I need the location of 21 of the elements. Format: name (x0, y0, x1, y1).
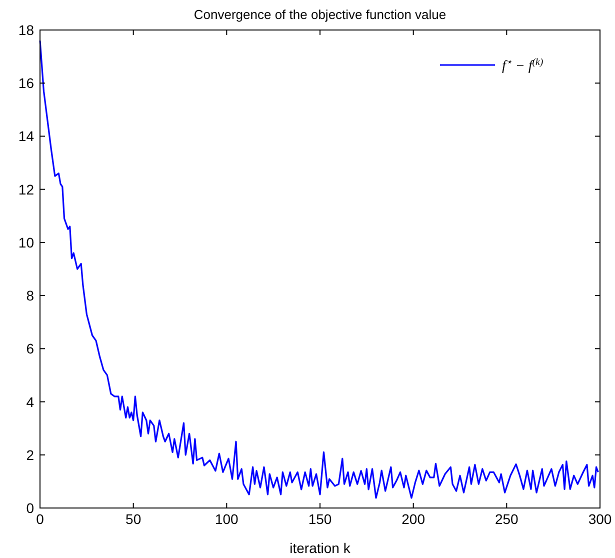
y-tick-label: 16 (18, 75, 34, 92)
y-tick-label: 12 (18, 181, 34, 198)
y-tick-label: 6 (26, 340, 34, 357)
y-tick-label: 8 (26, 288, 34, 304)
x-axis-title: iteration k (290, 540, 352, 556)
y-tick-label: 0 (26, 500, 34, 516)
x-tick-label: 0 (36, 511, 44, 527)
x-tick-label: 200 (402, 511, 426, 527)
x-tick-label: 250 (494, 511, 519, 527)
x-tick-label: 150 (308, 511, 332, 527)
x-tick-label: 100 (214, 511, 239, 527)
y-tick-label: 10 (18, 234, 34, 250)
legend-label: f$^{⋆}$ − f$^{(k)}$ (502, 56, 544, 74)
y-tick-label: 2 (26, 446, 34, 463)
line-series (39, 40, 599, 499)
x-tick-label: 50 (126, 511, 142, 527)
y-tick-label: 14 (18, 128, 34, 144)
x-tick-label: 300 (588, 511, 612, 527)
y-tick-label: 4 (26, 394, 34, 410)
chart-title: Convergence of the objective function value (194, 7, 446, 22)
y-tick-label: 18 (18, 22, 34, 38)
